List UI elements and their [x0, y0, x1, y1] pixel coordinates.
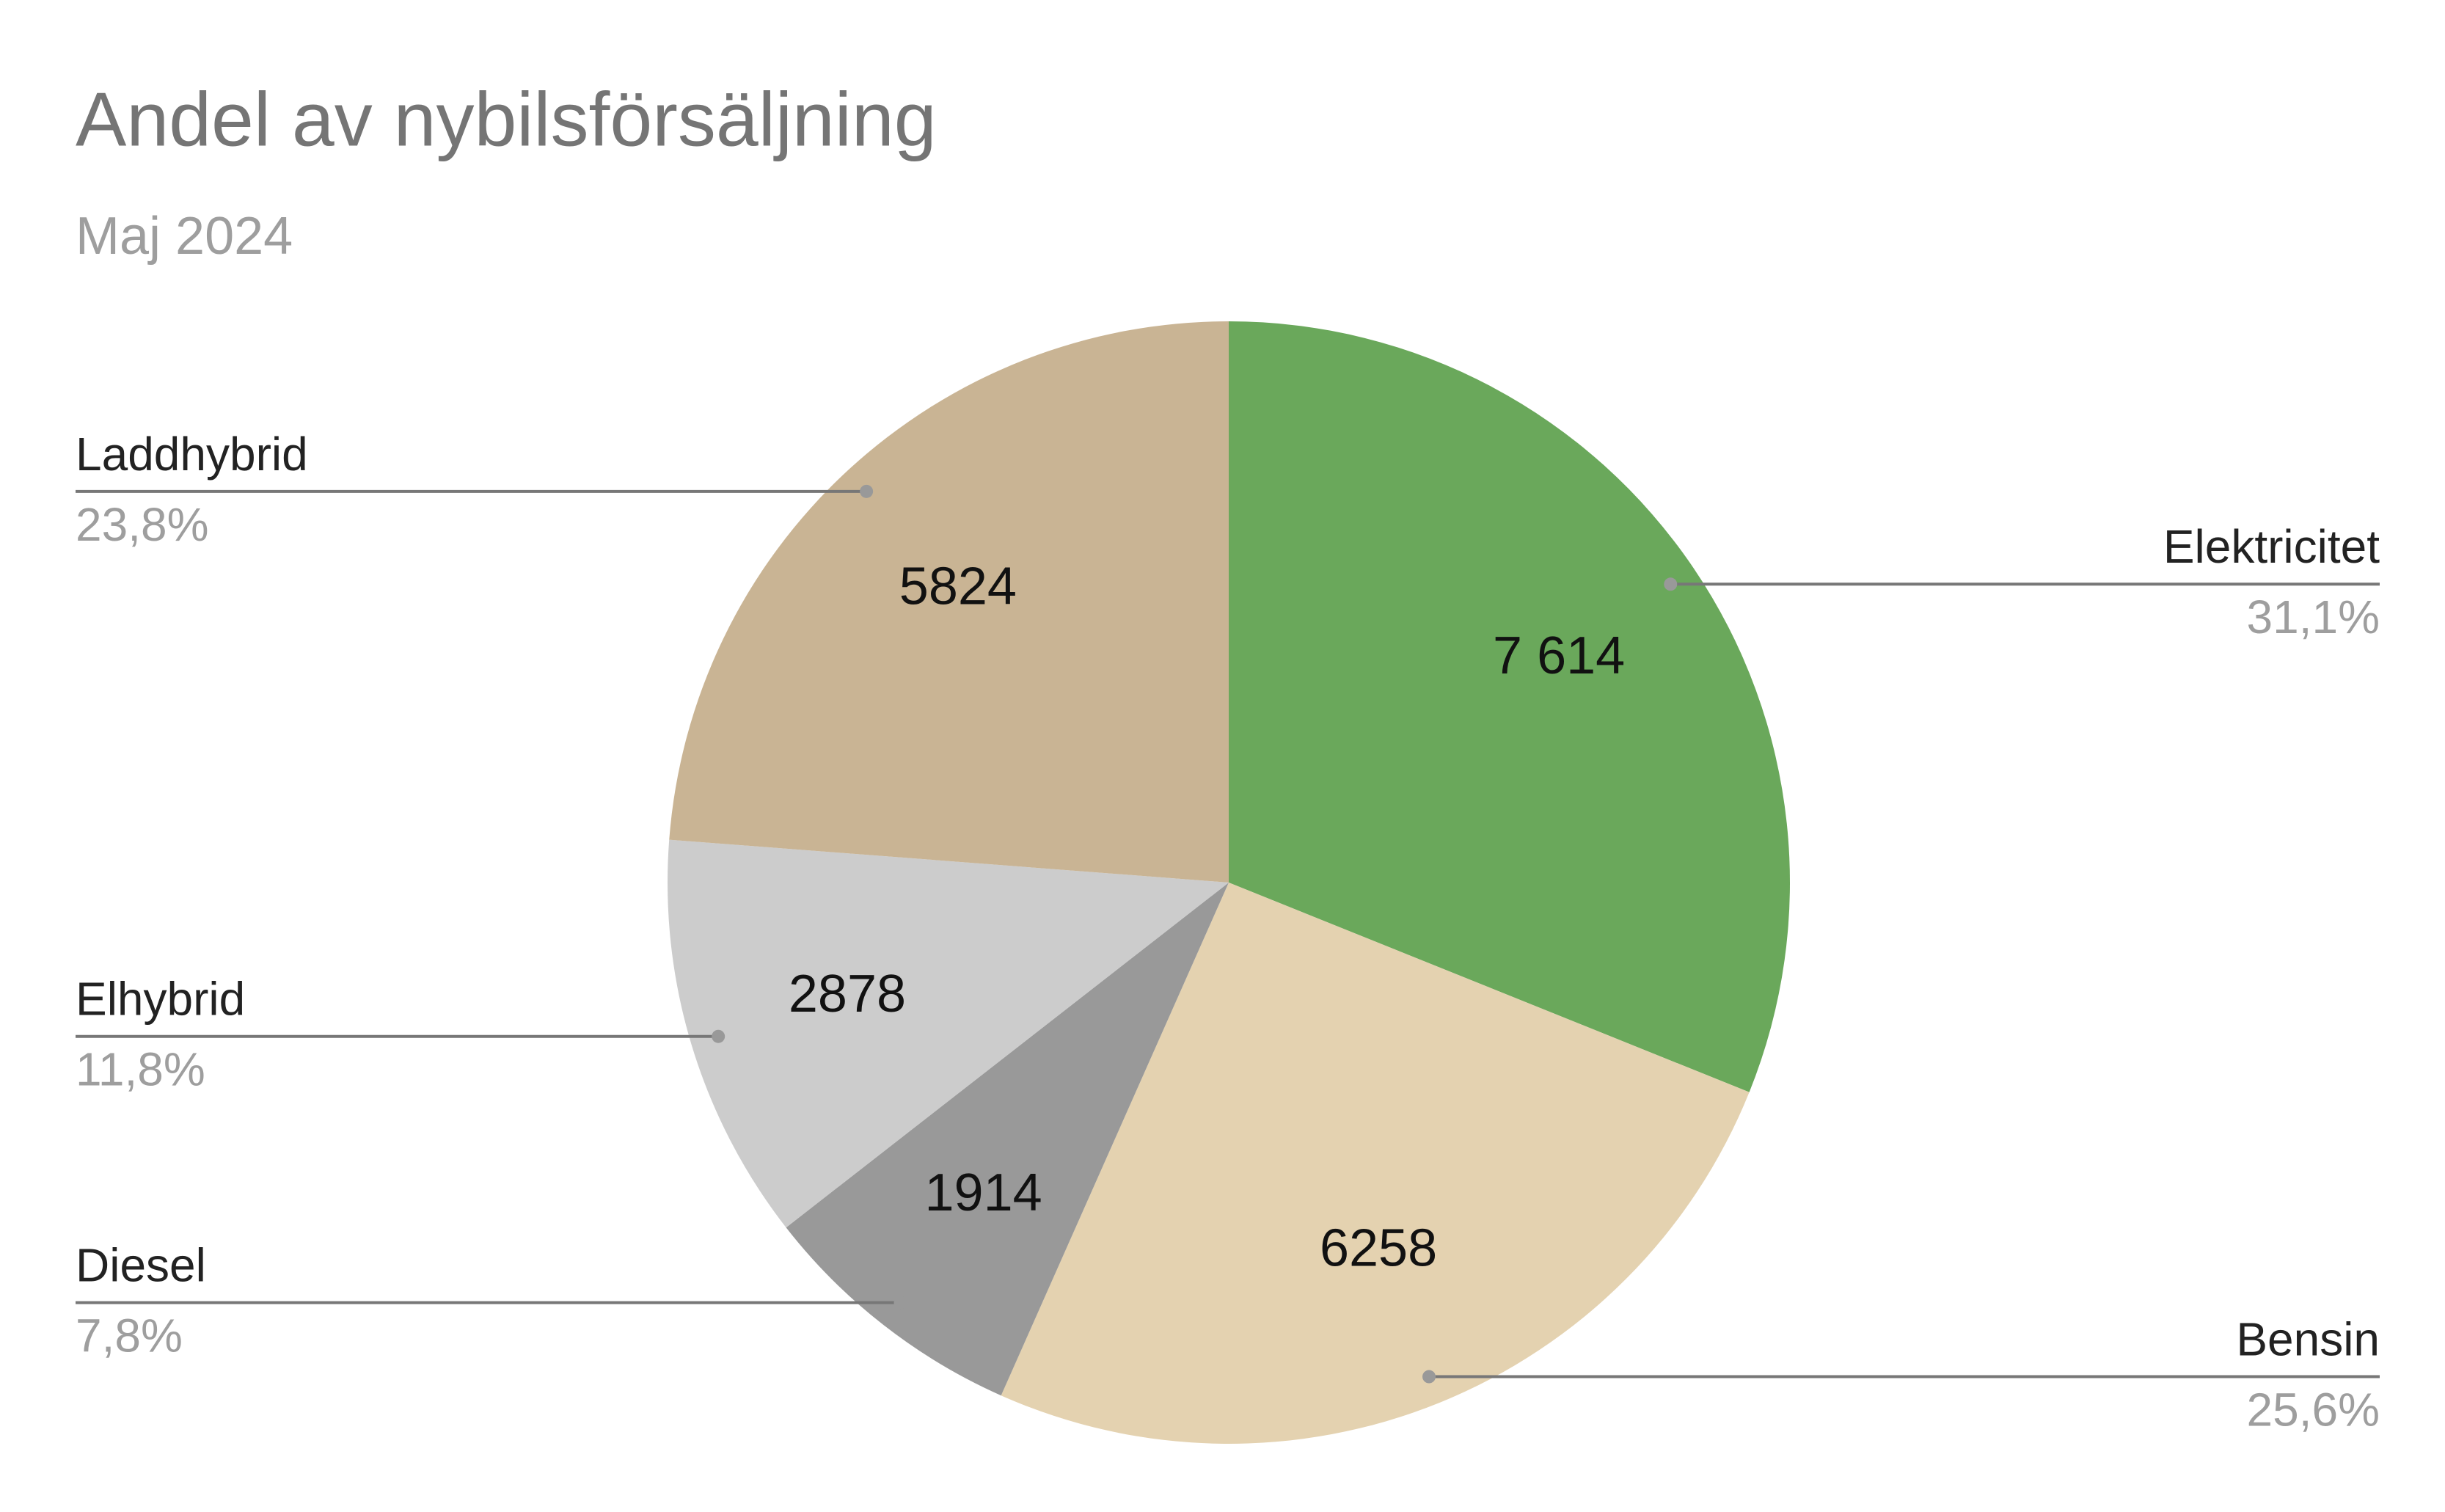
pie-slice: [669, 321, 1229, 883]
value-label: 1914: [925, 1164, 1042, 1222]
category-label: Bensin: [2236, 1312, 2380, 1365]
percent-label: 23,8%: [76, 498, 208, 551]
value-label: 2878: [789, 965, 906, 1023]
category-label: Elhybrid: [76, 973, 245, 1026]
percent-label: 11,8%: [76, 1043, 205, 1096]
chart-subtitle: Maj 2024: [76, 207, 293, 266]
pie-slice: [1229, 321, 1790, 1092]
leader-dot: [860, 484, 874, 498]
value-label: 7 614: [1493, 627, 1625, 685]
percent-label: 31,1%: [2247, 591, 2380, 643]
category-label: Diesel: [76, 1239, 206, 1292]
leader-dot: [712, 1029, 726, 1043]
leader-dot: [1664, 577, 1678, 591]
pie-slice: [786, 883, 1229, 1396]
pie-slice: [668, 839, 1229, 1228]
value-label: 6258: [1320, 1219, 1437, 1277]
percent-label: 7,8%: [76, 1310, 183, 1362]
category-label: Laddhybrid: [76, 428, 308, 481]
value-label: 5824: [899, 558, 1017, 616]
category-label: Elektricitet: [2163, 520, 2380, 573]
percent-label: 25,6%: [2247, 1383, 2380, 1436]
chart-title: Andel av nybilsförsäljning: [76, 77, 937, 162]
leader-dot: [1422, 1370, 1436, 1384]
pie-slice: [1001, 883, 1750, 1444]
leader-dot: [893, 1296, 907, 1310]
